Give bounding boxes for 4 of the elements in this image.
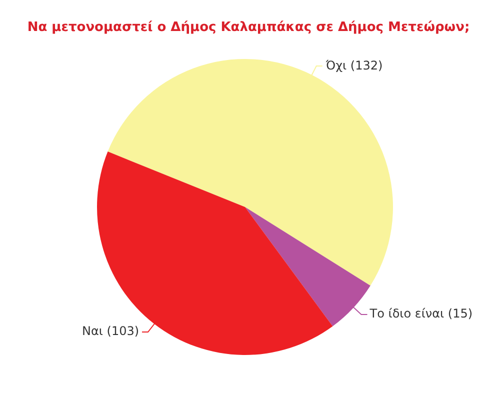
slice-label: Όχι (132): [324, 58, 383, 72]
chart-title: Να μετονομαστεί ο Δήμος Καλαμπάκας σε Δήμος Μετεώρων;: [26, 20, 471, 35]
slice-label: Ναι (103): [82, 324, 140, 338]
slice-label: Το ίδιο είναι (15): [368, 306, 473, 321]
